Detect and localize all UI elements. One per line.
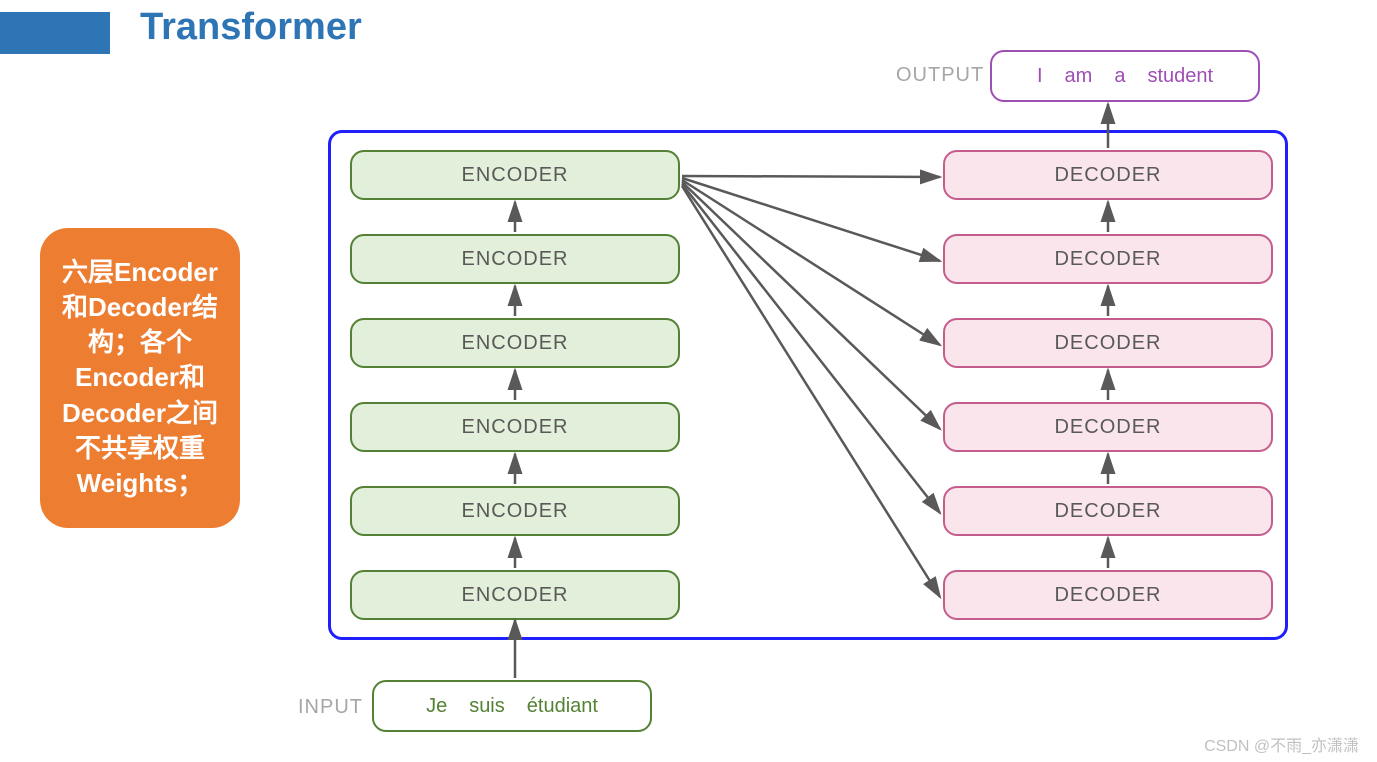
decoder-block: DECODER <box>943 318 1273 368</box>
title-accent-bar <box>0 12 110 54</box>
decoder-block: DECODER <box>943 570 1273 620</box>
encoder-block: ENCODER <box>350 150 680 200</box>
input-box: Je suis étudiant <box>372 680 652 732</box>
decoder-block: DECODER <box>943 234 1273 284</box>
output-token: I <box>1037 65 1043 88</box>
encoder-block: ENCODER <box>350 318 680 368</box>
encoder-stack: ENCODER ENCODER ENCODER ENCODER ENCODER … <box>350 150 680 620</box>
description-callout: 六层Encoder和Decoder结构；各个Encoder和Decoder之间不… <box>40 228 240 528</box>
input-token: étudiant <box>527 695 598 718</box>
page-title: Transformer <box>140 6 362 49</box>
encoder-block: ENCODER <box>350 402 680 452</box>
input-label: INPUT <box>298 696 363 719</box>
output-token: student <box>1147 65 1213 88</box>
encoder-block: ENCODER <box>350 234 680 284</box>
output-box: I am a student <box>990 50 1260 102</box>
decoder-block: DECODER <box>943 486 1273 536</box>
watermark: CSDN @不雨_亦潇潇 <box>1204 732 1359 756</box>
decoder-block: DECODER <box>943 150 1273 200</box>
output-label: OUTPUT <box>896 64 984 87</box>
decoder-stack: DECODER DECODER DECODER DECODER DECODER … <box>943 150 1273 620</box>
callout-text: 六层Encoder和Decoder结构；各个Encoder和Decoder之间不… <box>54 255 226 501</box>
encoder-block: ENCODER <box>350 570 680 620</box>
output-token: am <box>1065 65 1093 88</box>
encoder-block: ENCODER <box>350 486 680 536</box>
input-token: suis <box>469 695 505 718</box>
output-token: a <box>1114 65 1125 88</box>
decoder-block: DECODER <box>943 402 1273 452</box>
input-token: Je <box>426 695 447 718</box>
